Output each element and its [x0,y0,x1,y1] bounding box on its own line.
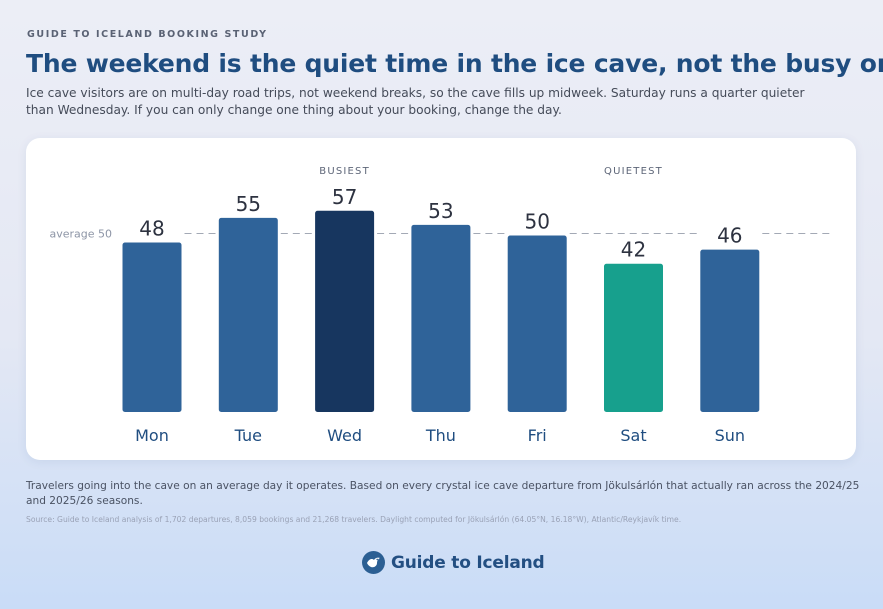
page-subtitle: Ice cave visitors are on multi-day road … [26,86,805,117]
bar-fri [507,235,567,412]
source-note: Source: Guide to Iceland analysis of 1,7… [26,515,682,524]
chart-note: Travelers going into the cave on an aver… [26,480,860,507]
category-label-sun: Sun [715,426,745,445]
category-label-wed: Wed [327,426,362,445]
bar-sat [604,263,663,412]
chart-card: average 50 48 Mon 55 Tue 57 Wed 53 Thu 50 Fri 42 Sat… [26,138,856,460]
value-label-tue: 55 [236,192,261,216]
bar-thu [411,224,471,412]
value-label-sat: 42 [621,238,646,262]
reference-line-label: average 50 [49,228,112,241]
page-title: The weekend is the quiet time in the ice… [26,49,883,78]
category-label-fri: Fri [528,426,547,445]
annotation-quietest: QUIETEST [604,166,663,177]
bird-icon [362,551,385,574]
category-label-mon: Mon [135,426,169,445]
annotation-busiest: BUSIEST [319,166,370,177]
bar-chart: average 50 48 Mon 55 Tue 57 Wed 53 Thu 50 Fri 42 Sat… [49,166,832,445]
value-label-mon: 48 [139,217,164,241]
category-label-sat: Sat [620,426,646,445]
value-label-fri: 50 [524,210,549,234]
bar-tue [218,217,278,412]
brand-name: Guide to Iceland [391,552,545,573]
brand-logo: Guide to Iceland [362,550,545,575]
value-label-wed: 57 [332,185,357,209]
eyebrow: GUIDE TO ICELAND BOOKING STUDY [27,29,268,40]
bar-sun [700,249,760,412]
category-label-tue: Tue [234,426,262,445]
value-label-sun: 46 [717,224,742,248]
bar-wed [315,210,375,412]
value-label-thu: 53 [428,199,453,223]
bar-mon [122,242,182,412]
category-label-thu: Thu [425,426,456,445]
